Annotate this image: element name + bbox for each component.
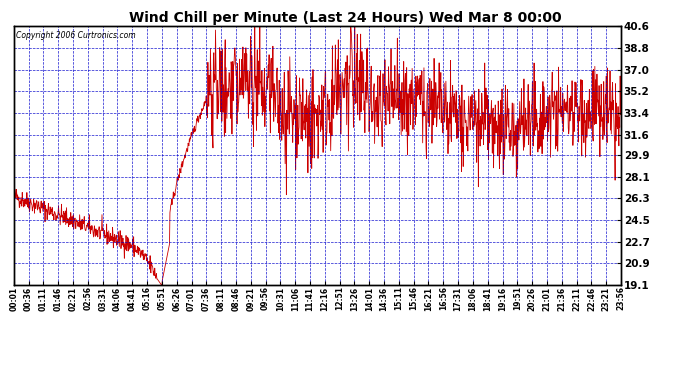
Text: Wind Chill per Minute (Last 24 Hours) Wed Mar 8 00:00: Wind Chill per Minute (Last 24 Hours) We… (129, 11, 561, 25)
Text: Copyright 2006 Curtronics.com: Copyright 2006 Curtronics.com (16, 32, 135, 40)
